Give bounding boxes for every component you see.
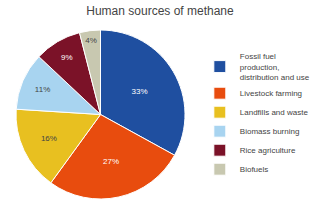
- svg-text:11%: 11%: [35, 85, 50, 94]
- svg-text:33%: 33%: [132, 87, 148, 96]
- svg-text:9%: 9%: [61, 53, 73, 62]
- svg-text:16%: 16%: [41, 134, 57, 143]
- svg-text:4%: 4%: [85, 36, 97, 45]
- svg-text:Biomass burning: Biomass burning: [240, 127, 300, 136]
- svg-text:27%: 27%: [103, 157, 119, 166]
- svg-text:Rice agriculture: Rice agriculture: [240, 146, 296, 155]
- svg-text:Biofuels: Biofuels: [240, 165, 268, 174]
- svg-text:Human sources of methane: Human sources of methane: [86, 4, 234, 18]
- svg-text:Landfills and waste: Landfills and waste: [240, 108, 309, 117]
- svg-text:Livestock farming: Livestock farming: [240, 89, 302, 98]
- svg-text:Fossil fuelproduction,distribu: Fossil fuelproduction,distribution and u…: [240, 52, 310, 82]
